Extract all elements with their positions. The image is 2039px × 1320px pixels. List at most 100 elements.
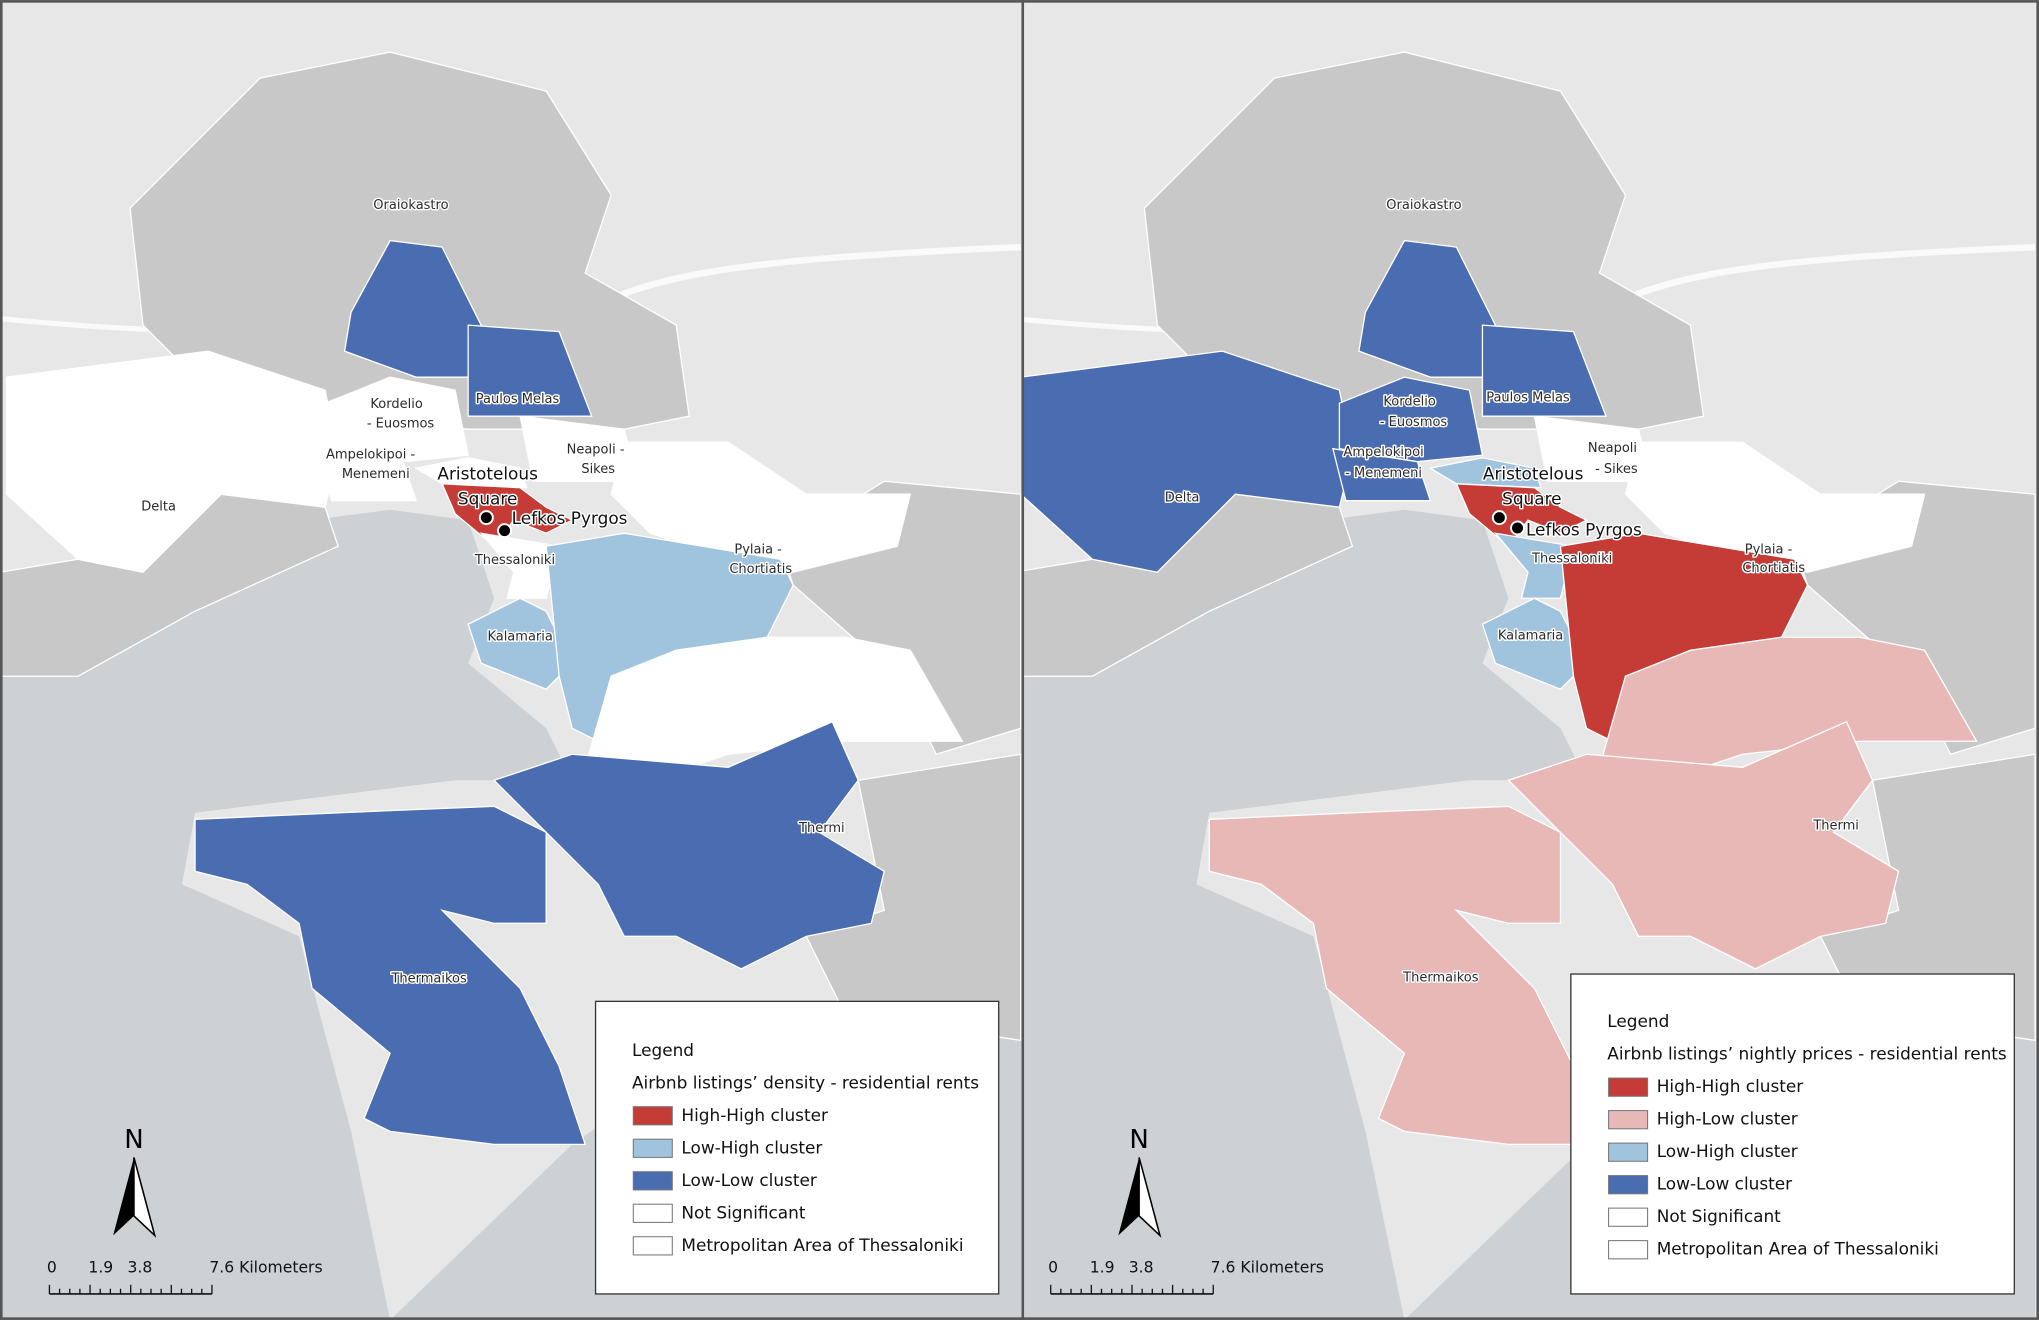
place-label: Paulos Melas [476,392,560,407]
north-label: N [124,1125,143,1155]
place-label: Square [1502,488,1561,508]
municipality [1023,350,1354,573]
scale-label: 1.9 [88,1258,113,1276]
place-label: Ampelokipoi [1343,445,1423,460]
legend-swatch [1608,1077,1649,1097]
legend-label: Not Significant [681,1202,805,1222]
municipality [441,483,574,548]
place-label: Sikes [581,462,615,477]
municipality [610,441,912,573]
place-label: Oraiokastro [1386,198,1461,213]
place-label: Kalamaria [487,630,552,645]
municipality [1455,483,1588,548]
legend-label: High-Low cluster [1657,1109,1798,1129]
legend-swatch [1608,1175,1649,1195]
municipality [1481,324,1607,417]
place-label: Menemeni [342,467,410,482]
north-arrow [1118,1157,1140,1236]
scale-label: 7.6 Kilometers [1211,1258,1324,1276]
north-arrow [1138,1157,1162,1238]
legend-swatch [1608,1110,1649,1130]
legend-subtitle: Airbnb listings’ nightly prices - reside… [1607,1044,2006,1064]
municipality [1493,532,1575,599]
municipality [1624,441,1926,573]
scale-label: 3.8 [127,1258,152,1276]
place-label: Thermaikos [1402,970,1479,985]
place-label: - Sikes [1595,462,1638,477]
municipality [492,720,886,970]
place-label: Neapoli - [567,442,625,457]
legend-label: Metropolitan Area of Thessaloniki [681,1235,963,1255]
municipality [194,805,587,1146]
place-label: Thessaloniki [1531,552,1612,567]
place-label: Thermi [798,821,845,836]
legend-label: High-High cluster [1657,1076,1804,1096]
legend-swatch [632,1171,673,1191]
place-label: Delta [141,500,176,515]
place-label: Chortiatis [729,562,792,577]
landmark-dot [1510,520,1526,536]
legend-swatch [632,1138,673,1158]
place-label: Thessaloniki [474,553,555,568]
place-label: Square [458,488,517,508]
scale-label: 7.6 Kilometers [209,1258,322,1276]
scale-label: 3.8 [1129,1258,1154,1276]
municipality [5,350,339,573]
legend-swatch [632,1203,673,1223]
place-label: Delta [1165,491,1200,506]
landmark-dot [478,510,494,526]
legend-swatch [632,1106,673,1126]
municipality [324,376,469,463]
place-label: Lefkos Pyrgos [512,508,628,528]
scale-label: 1.9 [1090,1258,1115,1276]
place-label: Pylaia - [1745,543,1793,558]
municipality [467,324,593,417]
municipality [414,457,528,489]
place-label: Pylaia - [734,543,782,558]
legend-label: Low-High cluster [681,1137,822,1157]
place-label: Thermi [1812,818,1859,833]
place-label: Ampelokipoi - [326,448,415,463]
legend-title: Legend [1607,1011,1669,1031]
map-panel: Oraiokastro Kordelio - Euosmos Paulos Melas… [1023,0,2039,1320]
place-label: Kalamaria [1498,628,1563,643]
place-label: Aristotelous [1483,464,1584,484]
legend-swatch [1608,1207,1649,1227]
legend-swatch [1608,1240,1649,1260]
north-label: N [1129,1125,1148,1155]
north-arrow [133,1157,157,1238]
scale-label: 0 [47,1258,57,1276]
municipality [1332,447,1432,502]
place-label: Oraiokastro [373,198,448,213]
legend-subtitle: Airbnb listings’ density - residential r… [632,1072,979,1092]
legend-swatch [1608,1142,1649,1162]
legend-label: Low-High cluster [1657,1141,1798,1161]
place-label: Aristotelous [437,464,537,484]
legend-title: Legend [632,1040,694,1060]
place-label: Chortiatis [1742,561,1805,576]
place-label: Neapoli [1588,441,1637,456]
place-label: Kordelio [1383,394,1435,409]
legend-label: Low-Low cluster [1657,1174,1792,1194]
municipality [479,532,560,599]
legend-label: High-High cluster [681,1105,828,1125]
legend-swatch [632,1236,673,1256]
municipality [1507,720,1900,970]
place-label: Lefkos Pyrgos [1526,520,1642,540]
place-label: - Euosmos [367,416,435,431]
municipality [1428,457,1542,489]
map-panel: Oraiokastro Kordelio - Euosmos Paulos Melas… [0,0,1023,1320]
place-label: Paulos Melas [1486,390,1570,405]
legend-label: Metropolitan Area of Thessaloniki [1657,1239,1939,1259]
landmark-dot [1491,510,1507,526]
municipality [1338,376,1484,463]
municipality [317,447,418,502]
legend-label: Low-Low cluster [681,1170,816,1190]
place-label: - Euosmos [1380,415,1448,430]
place-label: - Menemeni [1345,466,1422,481]
landmark-dot [497,523,513,539]
place-label: Thermaikos [390,972,467,987]
